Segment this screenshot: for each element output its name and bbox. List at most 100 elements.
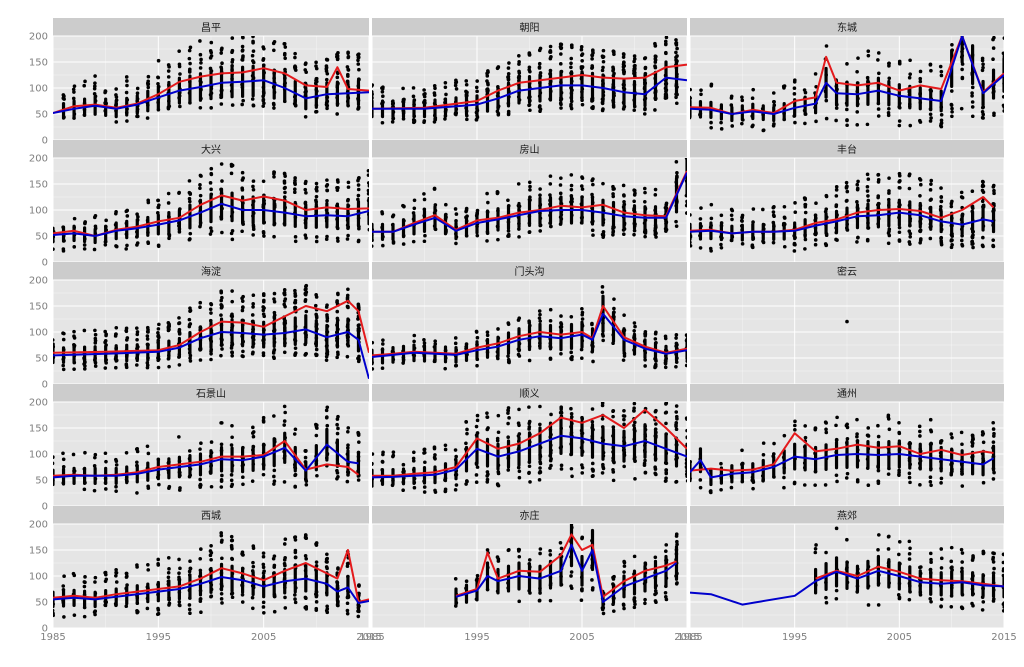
- data-point: [642, 463, 647, 468]
- panel-strip: [53, 18, 369, 36]
- data-point: [125, 79, 129, 83]
- data-point: [325, 556, 330, 561]
- data-point: [612, 574, 616, 579]
- data-point: [422, 197, 427, 202]
- panel-title: 亦庄: [520, 509, 540, 522]
- data-point: [325, 316, 330, 321]
- data-point: [61, 451, 65, 456]
- data-point: [897, 180, 901, 184]
- data-point: [580, 463, 584, 467]
- data-point: [422, 120, 426, 125]
- data-point: [792, 86, 797, 90]
- data-point: [674, 364, 678, 369]
- data-point: [475, 89, 479, 94]
- data-point: [621, 55, 626, 59]
- data-point: [834, 188, 839, 192]
- data-point: [198, 482, 203, 487]
- data-point: [992, 188, 996, 193]
- data-point: [422, 94, 427, 99]
- data-point: [949, 238, 954, 242]
- data-point: [250, 313, 255, 317]
- data-point: [209, 166, 214, 171]
- data-point: [612, 609, 616, 613]
- data-point: [124, 75, 129, 79]
- panel-title: 房山: [520, 143, 540, 156]
- data-point: [114, 570, 119, 575]
- data-point: [558, 541, 563, 545]
- data-point: [580, 356, 584, 361]
- panel-data: [372, 402, 687, 494]
- data-point: [897, 431, 902, 436]
- data-point: [475, 79, 479, 83]
- data-point: [61, 337, 66, 342]
- data-point: [304, 236, 308, 240]
- data-point: [177, 316, 181, 320]
- data-point: [516, 318, 521, 322]
- panel-data: [690, 526, 1004, 613]
- data-point: [282, 186, 287, 190]
- data-point: [981, 600, 986, 604]
- data-point: [261, 353, 266, 358]
- panel-11: 顺义: [371, 384, 688, 507]
- data-point: [855, 432, 859, 436]
- data-point: [209, 357, 213, 362]
- data-point: [792, 242, 797, 247]
- data-point: [632, 423, 636, 428]
- data-point: [856, 56, 860, 60]
- data-point: [907, 75, 912, 80]
- data-point: [325, 566, 329, 571]
- data-point: [453, 576, 458, 581]
- data-point: [664, 421, 668, 426]
- data-point: [156, 335, 161, 340]
- data-point: [324, 77, 329, 82]
- data-point: [865, 122, 870, 127]
- data-point: [876, 107, 881, 111]
- data-point: [422, 450, 427, 455]
- data-point: [198, 39, 202, 43]
- data-point: [601, 338, 605, 343]
- data-point: [527, 103, 531, 108]
- data-point: [261, 179, 266, 184]
- data-point: [569, 173, 574, 177]
- data-point: [970, 91, 974, 95]
- data-point: [156, 75, 161, 80]
- data-point: [548, 319, 553, 323]
- data-point: [981, 180, 985, 184]
- data-point: [283, 595, 287, 600]
- data-point: [1001, 103, 1004, 108]
- data-point: [178, 104, 182, 109]
- data-point: [124, 247, 129, 251]
- data-point: [198, 66, 203, 70]
- data-point: [835, 415, 839, 420]
- data-point: [157, 322, 161, 327]
- y-tick-label: 150: [29, 302, 48, 313]
- data-point: [590, 578, 594, 582]
- y-tick-label: 50: [35, 598, 48, 609]
- data-point: [590, 178, 594, 183]
- data-point: [834, 423, 838, 428]
- data-point: [272, 102, 276, 107]
- data-point: [740, 242, 745, 246]
- data-point: [82, 580, 87, 584]
- data-point: [114, 87, 118, 91]
- data-point: [538, 466, 542, 470]
- data-point: [199, 57, 203, 62]
- data-point: [813, 72, 818, 76]
- data-point: [250, 479, 255, 483]
- data-point: [528, 108, 532, 113]
- data-point: [188, 566, 193, 571]
- data-point: [569, 574, 573, 578]
- data-point: [230, 237, 235, 242]
- data-point: [454, 483, 459, 487]
- data-point: [92, 86, 97, 91]
- data-point: [590, 228, 595, 233]
- data-point: [356, 478, 361, 482]
- data-point: [188, 199, 192, 204]
- data-point: [261, 292, 266, 296]
- data-point: [166, 75, 171, 79]
- data-point: [345, 354, 350, 359]
- data-point: [240, 44, 245, 49]
- data-point: [220, 230, 224, 235]
- data-point: [981, 549, 986, 554]
- data-point: [208, 232, 213, 236]
